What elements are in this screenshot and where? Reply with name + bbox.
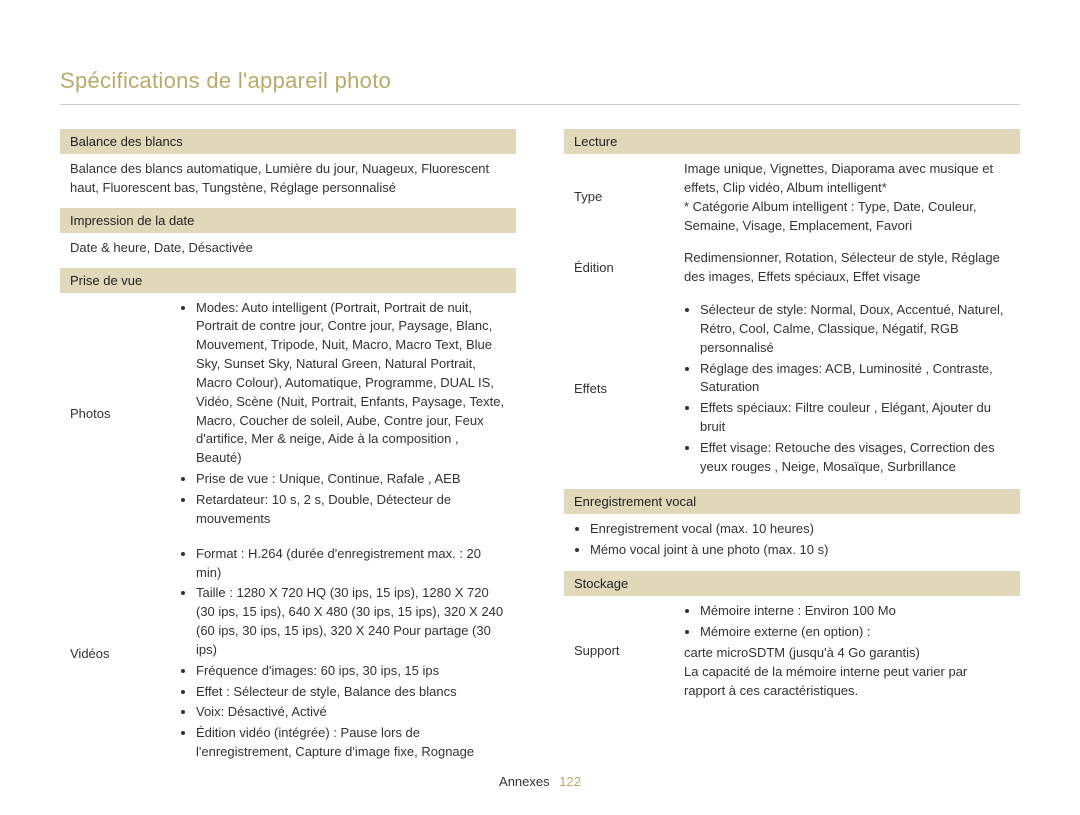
row-content-videos: Format : H.264 (durée d'enregistrement m… xyxy=(180,545,506,764)
row-type: Type Image unique, Vignettes, Diaporama … xyxy=(564,154,1020,243)
footer-label: Annexes xyxy=(499,774,550,789)
footer: Annexes 122 xyxy=(0,774,1080,789)
row-support: Support Mémoire interne : Environ 100 Mo… xyxy=(564,596,1020,708)
section-header-stockage: Stockage xyxy=(564,571,1020,596)
list-item: Enregistrement vocal (max. 10 heures) xyxy=(590,520,1010,539)
page: Spécifications de l'appareil photo Balan… xyxy=(0,0,1080,815)
list-item: Effet : Sélecteur de style, Balance des … xyxy=(196,683,506,702)
row-label-edition: Édition xyxy=(574,249,684,287)
row-label-effets: Effets xyxy=(574,301,684,479)
list-item: Mémo vocal joint à une photo (max. 10 s) xyxy=(590,541,1010,560)
list-item: Mémoire externe (en option) : xyxy=(700,623,1010,642)
list-item: Réglage des images: ACB, Luminosité , Co… xyxy=(700,360,1010,398)
row-photos: Photos Modes: Auto intelligent (Portrait… xyxy=(60,293,516,539)
list-item: Voix: Désactivé, Activé xyxy=(196,703,506,722)
section-header-lecture: Lecture xyxy=(564,129,1020,154)
list-item: Fréquence d'images: 60 ips, 30 ips, 15 i… xyxy=(196,662,506,681)
list-item: Taille : 1280 X 720 HQ (30 ips, 15 ips),… xyxy=(196,584,506,659)
row-label-videos: Vidéos xyxy=(70,545,180,764)
row-content-edition: Redimensionner, Rotation, Sélecteur de s… xyxy=(684,249,1010,287)
section-header-balance: Balance des blancs xyxy=(60,129,516,154)
section-body-enregistrement: Enregistrement vocal (max. 10 heures) Mé… xyxy=(564,514,1020,570)
section-body-balance: Balance des blancs automatique, Lumière … xyxy=(60,154,516,206)
row-content-effets: Sélecteur de style: Normal, Doux, Accent… xyxy=(684,301,1010,479)
list-item: Effet visage: Retouche des visages, Corr… xyxy=(700,439,1010,477)
columns: Balance des blancs Balance des blancs au… xyxy=(60,127,1020,772)
footer-page-number: 122 xyxy=(559,774,581,789)
row-label-photos: Photos xyxy=(70,299,180,531)
row-content-support: Mémoire interne : Environ 100 Mo Mémoire… xyxy=(684,602,1010,700)
support-line: carte microSDTM (jusqu'à 4 Go garantis) xyxy=(684,644,1010,663)
list-item: Effets spéciaux: Filtre couleur , Elégan… xyxy=(700,399,1010,437)
page-title: Spécifications de l'appareil photo xyxy=(60,68,1020,105)
support-note: La capacité de la mémoire interne peut v… xyxy=(684,663,1010,701)
list-support: Mémoire interne : Environ 100 Mo Mémoire… xyxy=(684,602,1010,642)
list-photos: Modes: Auto intelligent (Portrait, Portr… xyxy=(180,299,506,529)
section-header-prise: Prise de vue xyxy=(60,268,516,293)
list-item: Retardateur: 10 s, 2 s, Double, Détecteu… xyxy=(196,491,506,529)
list-enregistrement: Enregistrement vocal (max. 10 heures) Mé… xyxy=(574,520,1010,560)
row-label-type: Type xyxy=(574,160,684,235)
row-content-photos: Modes: Auto intelligent (Portrait, Portr… xyxy=(180,299,506,531)
list-item: Mémoire interne : Environ 100 Mo xyxy=(700,602,1010,621)
left-column: Balance des blancs Balance des blancs au… xyxy=(60,127,516,772)
right-column: Lecture Type Image unique, Vignettes, Di… xyxy=(564,127,1020,772)
list-videos: Format : H.264 (durée d'enregistrement m… xyxy=(180,545,506,762)
row-label-support: Support xyxy=(574,602,684,700)
row-effets: Effets Sélecteur de style: Normal, Doux,… xyxy=(564,295,1020,487)
section-body-impression: Date & heure, Date, Désactivée xyxy=(60,233,516,266)
list-item: Modes: Auto intelligent (Portrait, Portr… xyxy=(196,299,506,469)
section-header-impression: Impression de la date xyxy=(60,208,516,233)
list-item: Édition vidéo (intégrée) : Pause lors de… xyxy=(196,724,506,762)
row-videos: Vidéos Format : H.264 (durée d'enregistr… xyxy=(60,539,516,772)
section-header-enregistrement: Enregistrement vocal xyxy=(564,489,1020,514)
row-edition: Édition Redimensionner, Rotation, Sélect… xyxy=(564,243,1020,295)
list-effets: Sélecteur de style: Normal, Doux, Accent… xyxy=(684,301,1010,477)
list-item: Prise de vue : Unique, Continue, Rafale … xyxy=(196,470,506,489)
list-item: Format : H.264 (durée d'enregistrement m… xyxy=(196,545,506,583)
row-content-type: Image unique, Vignettes, Diaporama avec … xyxy=(684,160,1010,235)
list-item: Sélecteur de style: Normal, Doux, Accent… xyxy=(700,301,1010,358)
